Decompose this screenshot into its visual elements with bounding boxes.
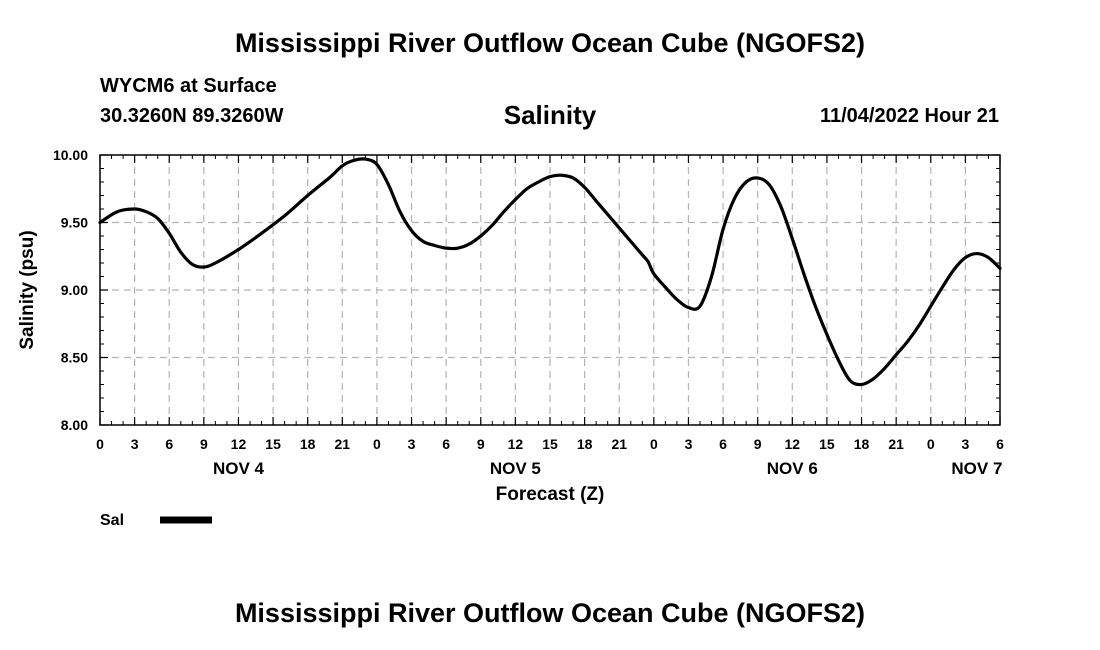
y-axis-label: Salinity (psu) bbox=[17, 230, 38, 349]
footer-title: Mississippi River Outflow Ocean Cube (NG… bbox=[234, 598, 866, 628]
forecast-datetime: 11/04/2022 Hour 21 bbox=[819, 105, 999, 127]
station-label: WYCM6 at Surface bbox=[100, 75, 277, 97]
x-tick-label: 12 bbox=[508, 436, 524, 452]
x-tick-label: 3 bbox=[961, 436, 969, 452]
grid bbox=[100, 155, 1000, 425]
x-tick-label: 15 bbox=[819, 436, 835, 452]
day-label: NOV 4 bbox=[213, 459, 265, 478]
y-tick-label: 8.50 bbox=[61, 350, 88, 366]
station-coords: 30.3260N 89.3260W bbox=[100, 105, 284, 127]
x-tick-label: 21 bbox=[611, 436, 627, 452]
x-tick-label: 3 bbox=[408, 436, 416, 452]
x-tick-label: 6 bbox=[165, 436, 173, 452]
x-tick-label: 18 bbox=[854, 436, 870, 452]
series-layer bbox=[98, 157, 1002, 387]
x-tick-label: 12 bbox=[231, 436, 247, 452]
variable-title: Salinity bbox=[503, 100, 597, 130]
x-tick-label: 21 bbox=[335, 436, 351, 452]
plot-frame bbox=[99, 154, 1001, 426]
y-tick-label: 9.50 bbox=[61, 215, 88, 231]
x-tick-label: 18 bbox=[577, 436, 593, 452]
legend-label: Sal bbox=[100, 512, 124, 529]
x-tick-label: 6 bbox=[996, 436, 1004, 452]
x-tick-label: 9 bbox=[477, 436, 485, 452]
x-tick-label: 15 bbox=[265, 436, 281, 452]
day-label: NOV 7 bbox=[951, 459, 1002, 478]
day-label: NOV 6 bbox=[767, 459, 818, 478]
x-tick-label: 18 bbox=[300, 436, 316, 452]
x-tick-label: 0 bbox=[650, 436, 658, 452]
x-axis-label: Forecast (Z) bbox=[496, 484, 605, 505]
y-tick-label: 8.00 bbox=[61, 417, 88, 433]
y-tick-label: 10.00 bbox=[53, 147, 88, 163]
x-tick-label: 21 bbox=[888, 436, 904, 452]
chart-title: Mississippi River Outflow Ocean Cube (NG… bbox=[234, 28, 866, 58]
x-tick-label: 0 bbox=[927, 436, 935, 452]
axis-ticks: 0 3 6 9 12 15 18 21 0 3 6 9 12 15 18 21 0 3 6 9 12 15 18 21 0 3 6 8… bbox=[53, 147, 1004, 478]
x-tick-label: 3 bbox=[685, 436, 693, 452]
x-tick-label: 9 bbox=[200, 436, 208, 452]
x-tick-label: 0 bbox=[373, 436, 381, 452]
y-tick-label: 9.00 bbox=[61, 282, 88, 298]
x-tick-label: 9 bbox=[754, 436, 762, 452]
x-tick-label: 15 bbox=[542, 436, 558, 452]
day-label: NOV 5 bbox=[490, 459, 541, 478]
x-tick-label: 12 bbox=[785, 436, 801, 452]
x-tick-label: 0 bbox=[96, 436, 104, 452]
series-line-sal bbox=[98, 157, 1002, 387]
x-tick-label: 6 bbox=[719, 436, 727, 452]
x-tick-label: 6 bbox=[442, 436, 450, 452]
x-tick-label: 3 bbox=[131, 436, 139, 452]
